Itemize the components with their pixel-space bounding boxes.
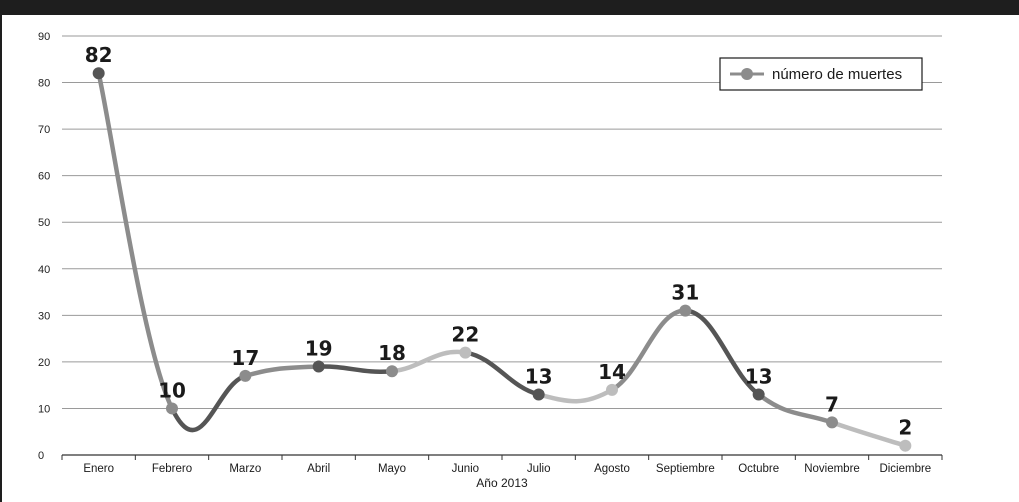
data-label: 19 (305, 337, 333, 361)
series-line-segment (683, 308, 761, 397)
series-line-segment (756, 392, 835, 425)
data-label: 22 (451, 323, 479, 347)
series-points (92, 67, 912, 452)
y-tick-label: 90 (38, 31, 50, 43)
legend-swatch-marker (741, 68, 753, 80)
data-point (92, 67, 105, 80)
x-axis-title: Año 2013 (476, 476, 528, 490)
series-line-segment (243, 364, 321, 379)
left-border (0, 15, 2, 502)
x-tick-label: Enero (83, 463, 114, 475)
data-label: 13 (745, 364, 773, 388)
y-tick-label: 70 (38, 124, 50, 136)
data-point (166, 402, 178, 415)
x-tick-label: Junio (452, 463, 480, 475)
series-line-segment (316, 364, 395, 374)
data-label: 13 (525, 364, 553, 388)
data-point (532, 388, 545, 401)
data-point (239, 369, 252, 382)
y-tick-label: 40 (38, 264, 50, 276)
x-tick-label: Julio (527, 463, 551, 475)
series-line-segment (389, 349, 468, 374)
data-point (752, 388, 765, 401)
y-tick-label: 10 (38, 403, 50, 415)
data-point (606, 383, 618, 396)
x-tick-label: Abril (307, 463, 330, 475)
series-line-segment (536, 387, 615, 404)
legend-label: número de muertes (772, 66, 902, 83)
series-line-segment (96, 70, 175, 411)
data-point (826, 416, 838, 429)
data-point (386, 365, 398, 378)
data-label: 14 (598, 360, 626, 384)
data-label: 31 (671, 281, 699, 305)
x-axis: Enero Febrero Marzo Abril Mayo Junio Julio Agos… (61, 454, 943, 475)
x-tick-label: Marzo (229, 463, 261, 475)
x-tick-label: Diciembre (879, 463, 931, 475)
y-tick-label: 0 (38, 450, 44, 462)
y-tick-label: 50 (38, 217, 50, 229)
series-line-segment (463, 350, 541, 397)
top-bar (0, 0, 1019, 15)
data-label: 17 (231, 346, 259, 370)
x-tick-label: Febrero (152, 463, 192, 475)
y-tick-label: 30 (38, 310, 50, 322)
y-axis: 0 10 20 30 40 50 60 70 80 90 (38, 31, 50, 462)
data-label: 18 (378, 341, 406, 365)
data-point (312, 360, 325, 373)
x-tick-label: Mayo (378, 463, 406, 475)
y-tick-label: 60 (38, 171, 50, 183)
series-line-segment (169, 373, 248, 433)
data-label: 10 (158, 378, 186, 402)
y-tick-label: 80 (38, 78, 50, 90)
data-point (899, 439, 912, 452)
data-point (679, 304, 692, 317)
legend: número de muertes (719, 57, 923, 91)
x-tick-label: Noviembre (804, 463, 860, 475)
x-tick-label: Agosto (594, 463, 630, 475)
y-tick-label: 20 (38, 357, 50, 369)
series-line-segment (609, 308, 688, 393)
data-label: 82 (85, 43, 113, 67)
x-tick-label: Septiembre (656, 463, 715, 475)
gridlines (62, 35, 942, 409)
data-label: 2 (898, 416, 912, 440)
data-labels: 82 10 17 19 18 22 13 14 31 13 7 2 (85, 43, 913, 439)
series-line (96, 70, 908, 448)
data-label: 7 (825, 392, 839, 416)
series-line-segment (829, 420, 908, 448)
data-point (459, 346, 472, 359)
x-tick-label: Octubre (738, 463, 779, 475)
